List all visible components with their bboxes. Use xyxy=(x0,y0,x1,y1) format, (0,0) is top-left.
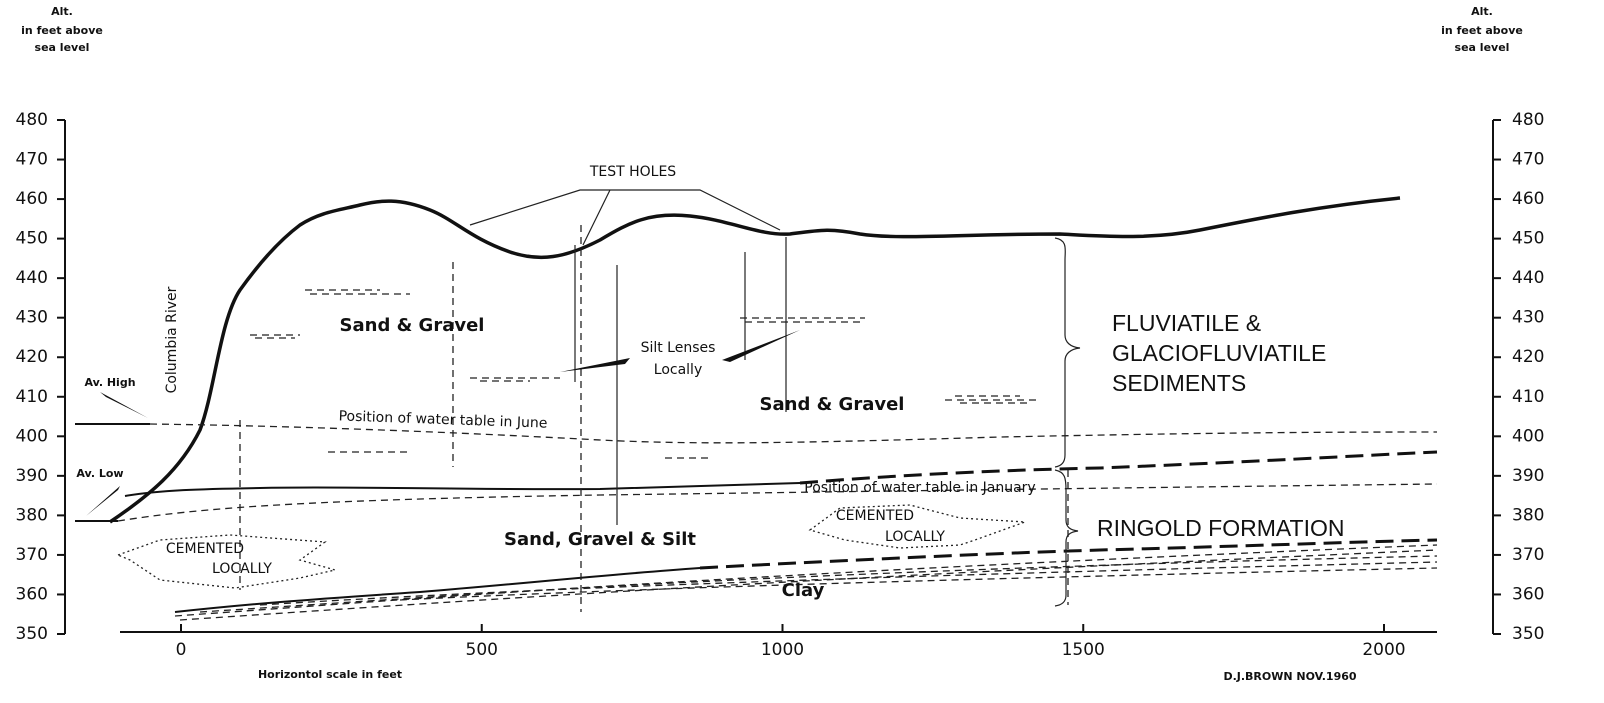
y-tick-label: 430 xyxy=(16,308,48,328)
label: Sand & Gravel xyxy=(340,315,485,336)
y-tick-label: 480 xyxy=(1512,110,1544,130)
x-axis-title: Horizontol scale in feet xyxy=(258,668,402,681)
label: GLACIOFLUVIATILE xyxy=(1112,340,1326,366)
label: Columbia River xyxy=(164,286,180,393)
label: LOCALLY xyxy=(885,529,945,545)
boundary xyxy=(800,452,1437,483)
y-tick-label: 390 xyxy=(1512,466,1544,486)
y-tick-label: 420 xyxy=(16,347,48,367)
label: FLUVIATILE & xyxy=(1112,310,1261,336)
y-tick-label: 420 xyxy=(1512,347,1544,367)
label: Sand, Gravel & Silt xyxy=(504,529,696,550)
axis-title: in feet above xyxy=(1441,24,1523,37)
axis-title: sea level xyxy=(35,41,90,54)
y-tick-label: 400 xyxy=(1512,426,1544,446)
y-tick-label: 460 xyxy=(16,189,48,209)
brace xyxy=(1055,238,1080,467)
y-tick-label: 410 xyxy=(1512,387,1544,407)
credit: D.J.BROWN NOV.1960 xyxy=(1223,670,1356,683)
axis-title: in feet above xyxy=(21,24,103,37)
y-tick-label: 410 xyxy=(16,387,48,407)
y-tick-label: 360 xyxy=(16,584,48,604)
label: LOCALLY xyxy=(212,561,272,577)
y-tick-label: 470 xyxy=(1512,150,1544,170)
label: Sand & Gravel xyxy=(760,394,905,415)
y-tick-label: 350 xyxy=(16,624,48,644)
label: Silt Lenses xyxy=(641,340,716,356)
label: Locally xyxy=(654,362,702,378)
y-tick-label: 440 xyxy=(1512,268,1544,288)
y-tick-label: 350 xyxy=(1512,624,1544,644)
x-tick-label: 2000 xyxy=(1362,640,1405,660)
label: Clay xyxy=(782,580,825,601)
label: Position of water table in January xyxy=(804,480,1035,496)
x-tick-label: 0 xyxy=(176,640,187,660)
y-tick-label: 450 xyxy=(1512,229,1544,249)
water-table-june xyxy=(150,424,1437,443)
y-tick-label: 480 xyxy=(16,110,48,130)
y-tick-label: 370 xyxy=(16,545,48,565)
label: Position of water table in June xyxy=(338,408,547,431)
label: SEDIMENTS xyxy=(1112,370,1246,396)
y-tick-label: 380 xyxy=(1512,505,1544,525)
y-tick-label: 400 xyxy=(16,426,48,446)
x-tick-label: 1000 xyxy=(761,640,804,660)
label: Av. Low xyxy=(76,467,123,480)
x-tick-label: 500 xyxy=(466,640,498,660)
cross-section: Alt. in feet above sea level Alt. in fee… xyxy=(0,0,1604,703)
axis-title: sea level xyxy=(1455,41,1510,54)
axis-title: Alt. xyxy=(51,5,73,18)
y-tick-label: 370 xyxy=(1512,545,1544,565)
axis-title: Alt. xyxy=(1471,5,1493,18)
y-tick-label: 450 xyxy=(16,229,48,249)
brace xyxy=(1055,470,1078,606)
label: RINGOLD FORMATION xyxy=(1097,515,1344,541)
label: TEST HOLES xyxy=(589,164,676,180)
label: Av. High xyxy=(84,376,135,389)
label: CEMENTED xyxy=(166,541,244,557)
y-tick-label: 390 xyxy=(16,466,48,486)
y-tick-label: 440 xyxy=(16,268,48,288)
y-tick-label: 470 xyxy=(16,150,48,170)
test-hole-leader xyxy=(470,190,780,245)
y-tick-label: 380 xyxy=(16,505,48,525)
y-tick-label: 460 xyxy=(1512,189,1544,209)
y-tick-label: 360 xyxy=(1512,584,1544,604)
y-tick-label: 430 xyxy=(1512,308,1544,328)
label: CEMENTED xyxy=(836,508,914,524)
x-tick-label: 1500 xyxy=(1062,640,1105,660)
pointer xyxy=(86,392,148,516)
